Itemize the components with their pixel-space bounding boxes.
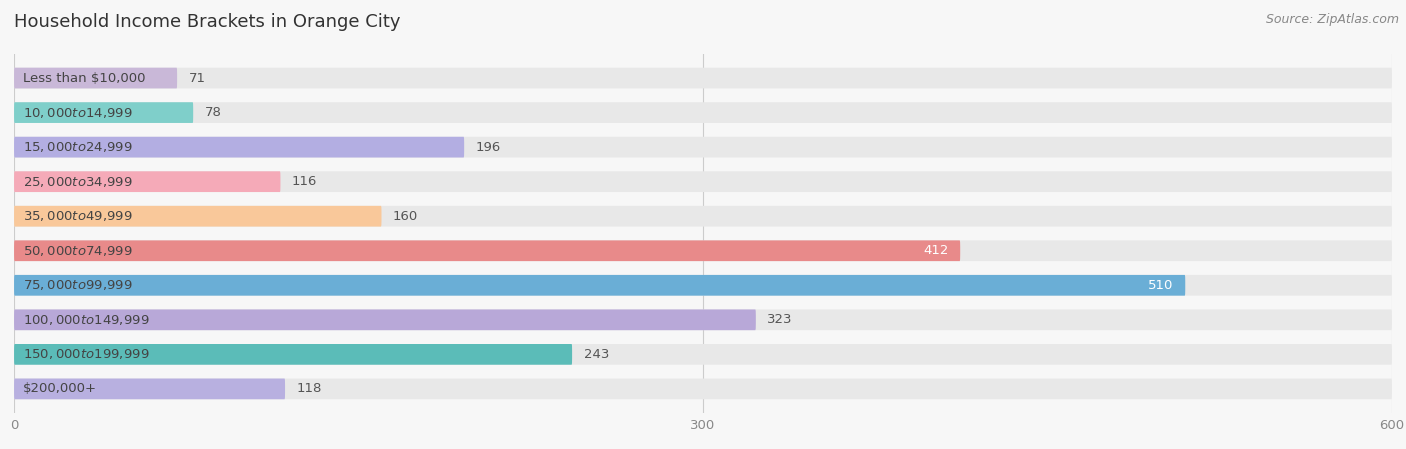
Text: $100,000 to $149,999: $100,000 to $149,999 (24, 313, 150, 327)
FancyBboxPatch shape (14, 275, 1392, 295)
Text: 116: 116 (292, 175, 318, 188)
FancyBboxPatch shape (14, 379, 1392, 399)
FancyBboxPatch shape (14, 172, 280, 192)
FancyBboxPatch shape (14, 206, 381, 227)
Text: 510: 510 (1149, 279, 1174, 292)
FancyBboxPatch shape (14, 309, 756, 330)
FancyBboxPatch shape (14, 275, 1185, 295)
Text: $10,000 to $14,999: $10,000 to $14,999 (24, 106, 134, 119)
Text: Source: ZipAtlas.com: Source: ZipAtlas.com (1265, 13, 1399, 26)
Text: 118: 118 (297, 383, 322, 396)
FancyBboxPatch shape (14, 102, 193, 123)
Text: 78: 78 (205, 106, 222, 119)
FancyBboxPatch shape (14, 344, 1392, 365)
FancyBboxPatch shape (14, 137, 1392, 158)
FancyBboxPatch shape (14, 68, 1392, 88)
FancyBboxPatch shape (14, 172, 1392, 192)
FancyBboxPatch shape (14, 379, 285, 399)
FancyBboxPatch shape (14, 240, 1392, 261)
Text: $25,000 to $34,999: $25,000 to $34,999 (24, 175, 134, 189)
FancyBboxPatch shape (14, 137, 464, 158)
Text: $35,000 to $49,999: $35,000 to $49,999 (24, 209, 134, 223)
Text: 71: 71 (188, 71, 205, 84)
FancyBboxPatch shape (14, 240, 960, 261)
Text: 243: 243 (583, 348, 609, 361)
FancyBboxPatch shape (14, 68, 177, 88)
Text: $15,000 to $24,999: $15,000 to $24,999 (24, 140, 134, 154)
Text: 412: 412 (924, 244, 949, 257)
Text: 323: 323 (768, 313, 793, 326)
Text: Less than $10,000: Less than $10,000 (24, 71, 146, 84)
Text: Household Income Brackets in Orange City: Household Income Brackets in Orange City (14, 13, 401, 31)
Text: 196: 196 (475, 141, 501, 154)
FancyBboxPatch shape (14, 102, 1392, 123)
Text: 160: 160 (394, 210, 418, 223)
FancyBboxPatch shape (14, 309, 1392, 330)
Text: $50,000 to $74,999: $50,000 to $74,999 (24, 244, 134, 258)
Text: $75,000 to $99,999: $75,000 to $99,999 (24, 278, 134, 292)
FancyBboxPatch shape (14, 206, 1392, 227)
FancyBboxPatch shape (14, 344, 572, 365)
Text: $200,000+: $200,000+ (24, 383, 97, 396)
Text: $150,000 to $199,999: $150,000 to $199,999 (24, 348, 150, 361)
